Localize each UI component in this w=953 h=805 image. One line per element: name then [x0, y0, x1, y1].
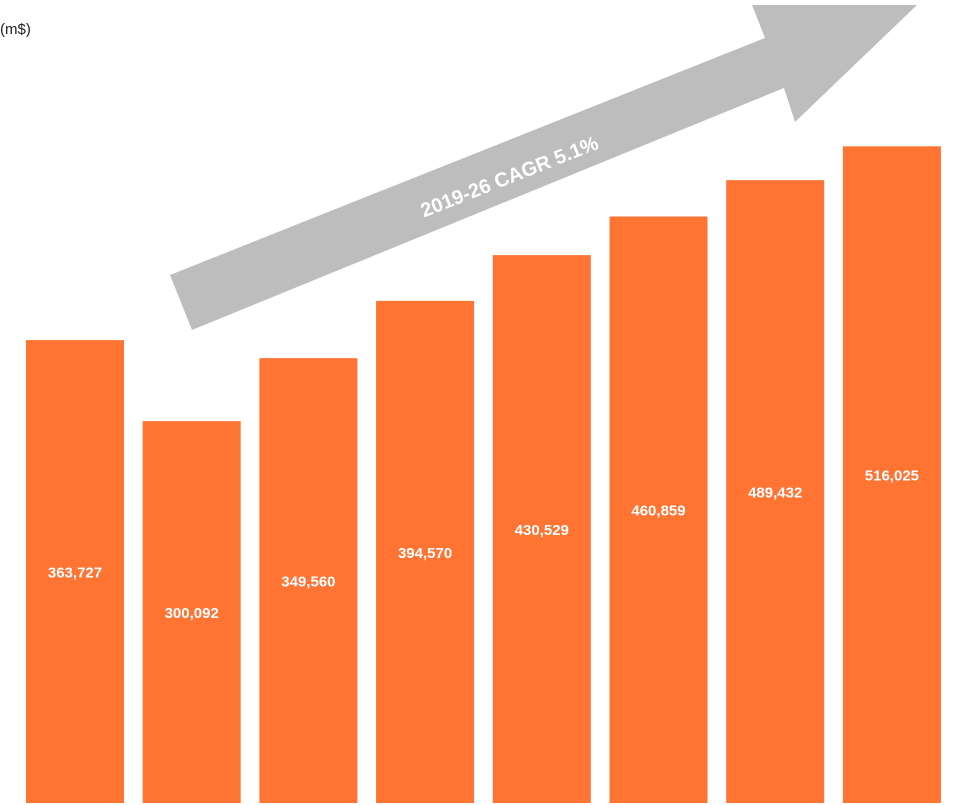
bar	[726, 180, 825, 804]
value-label: 349,560	[281, 574, 335, 591]
bar	[492, 255, 591, 803]
growth-arrow	[170, 5, 917, 330]
value-label: 516,025	[865, 468, 919, 485]
value-label: 363,727	[48, 565, 102, 582]
value-label: 460,859	[631, 503, 685, 520]
value-label: 430,529	[515, 522, 569, 539]
bar	[259, 358, 358, 803]
bar	[609, 216, 708, 804]
value-label: 394,570	[398, 545, 452, 562]
bar	[842, 146, 941, 803]
value-label: 489,432	[748, 485, 802, 502]
unit-label: (m$)	[0, 21, 31, 38]
value-label: 300,092	[165, 605, 219, 622]
bar	[142, 421, 241, 803]
bar	[376, 300, 475, 803]
bar	[26, 340, 124, 803]
